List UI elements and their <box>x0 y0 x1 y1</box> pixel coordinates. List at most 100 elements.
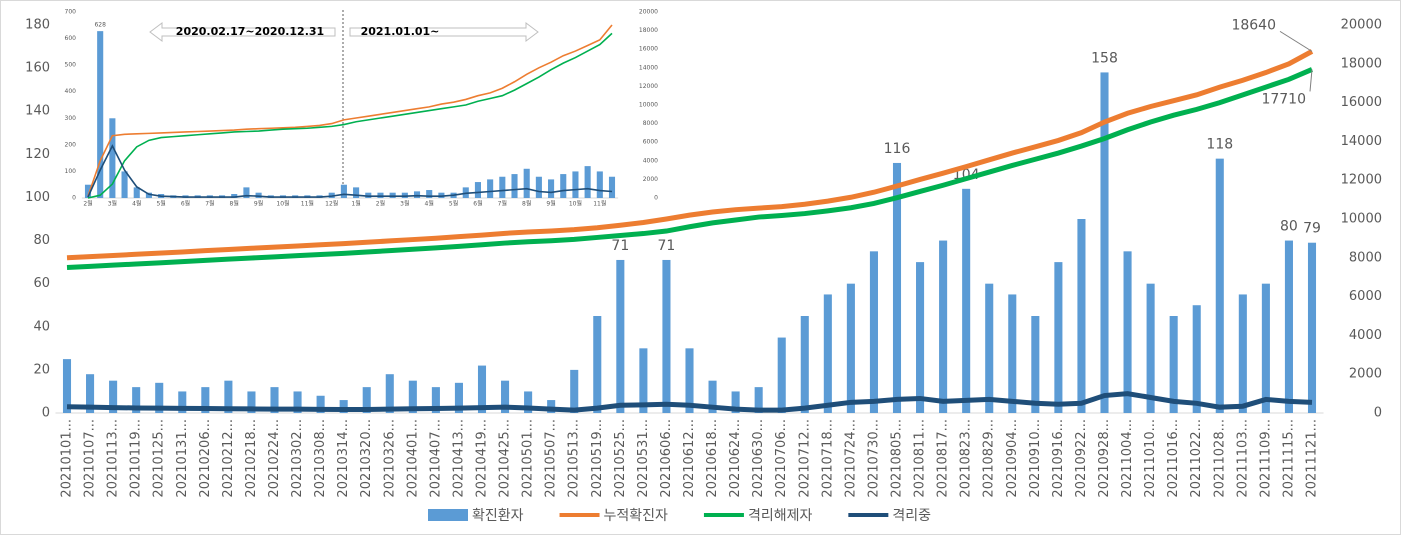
x-tick-label: 20210928... <box>1097 419 1112 498</box>
y2-tick-label: 8000 <box>1349 250 1382 265</box>
legend-label: 격리중 <box>892 508 931 524</box>
line <box>66 67 1313 270</box>
bar <box>474 182 481 198</box>
bar <box>616 259 625 413</box>
y2-tick-label: 16000 <box>639 46 658 53</box>
x-tick-label: 20210519... <box>590 419 605 498</box>
x-tick-label: 11월 <box>301 200 314 208</box>
legend-label: 격리해제자 <box>748 508 813 524</box>
legend-label: 확진환자 <box>472 508 524 524</box>
x-tick-label: 20210314... <box>336 419 351 498</box>
y2-tick-label: 20000 <box>639 9 658 16</box>
bar <box>962 188 971 413</box>
bar <box>869 251 878 413</box>
y2-tick-label: 16000 <box>1341 95 1382 110</box>
bar <box>523 168 530 198</box>
x-tick-label: 20211016... <box>1166 419 1181 498</box>
legend-swatch <box>428 509 468 521</box>
bar <box>596 171 603 198</box>
bar <box>731 391 740 413</box>
y-tick-label: 20 <box>33 362 50 377</box>
x-tick-label: 8월 <box>522 200 531 208</box>
line <box>87 32 613 199</box>
x-tick-label: 20210817... <box>936 419 951 498</box>
bar <box>243 187 250 198</box>
bar <box>754 387 763 413</box>
bar <box>132 387 141 413</box>
x-tick-label: 20210531... <box>636 419 651 498</box>
bar <box>145 192 152 198</box>
x-tick-label: 20210624... <box>728 419 743 498</box>
y-tick-label: 100 <box>25 190 50 205</box>
x-tick-label: 20210712... <box>797 419 812 498</box>
data-label: 158 <box>1091 50 1118 66</box>
x-tick-label: 10월 <box>276 200 289 208</box>
bar <box>340 184 347 198</box>
data-label: 17710 <box>1261 91 1306 107</box>
bar <box>1284 240 1293 413</box>
data-label: 71 <box>658 238 676 254</box>
bar <box>109 380 118 413</box>
line <box>87 144 613 198</box>
bar <box>247 391 256 413</box>
bar <box>608 176 616 198</box>
x-tick-label: 1월 <box>351 200 360 208</box>
y-tick-label: 500 <box>65 62 77 69</box>
x-tick-label: 20211103... <box>1235 419 1250 498</box>
data-label: 80 <box>1280 219 1298 235</box>
y2-tick-label: 4000 <box>1349 328 1382 343</box>
y2-tick-label: 8000 <box>643 120 658 127</box>
bar <box>487 179 494 198</box>
arrow <box>149 22 336 42</box>
data-label: 118 <box>1206 137 1233 153</box>
x-tick-label: 3월 <box>400 200 409 208</box>
bar <box>685 348 694 413</box>
bar <box>1054 262 1063 413</box>
x-tick-label: 9월 <box>254 200 263 208</box>
bar <box>431 387 440 413</box>
x-tick-label: 20210101... <box>60 419 75 498</box>
x-tick-label: 20210308... <box>313 419 328 498</box>
bar <box>939 240 948 413</box>
data-label: 18640 <box>1231 17 1276 33</box>
x-tick-label: 20210525... <box>613 419 628 498</box>
line <box>87 24 613 197</box>
data-label: 116 <box>884 141 911 157</box>
inset-background <box>62 4 614 208</box>
x-tick-label: 20210119... <box>129 419 144 498</box>
bar <box>293 391 302 413</box>
leader-line <box>1309 69 1313 92</box>
x-tick-label: 20210718... <box>820 419 835 498</box>
annotation: 2020.02.17~2020.12.31 <box>176 25 324 38</box>
data-label: 628 <box>94 22 106 29</box>
x-tick-label: 20210823... <box>959 419 974 498</box>
x-tick-label: 9월 <box>546 200 555 208</box>
x-tick-label: 20210107... <box>83 419 98 498</box>
y-tick-label: 600 <box>65 35 77 42</box>
x-tick-label: 7월 <box>498 200 507 208</box>
bar <box>570 369 579 413</box>
bar <box>1146 283 1155 413</box>
x-tick-label: 7월 <box>205 200 214 208</box>
inset-chart: 2020.02.17~2020.12.31 2021.01.01~ 0 100 20… <box>62 4 658 208</box>
y-tick-label: 160 <box>25 61 50 76</box>
bar <box>1192 305 1201 413</box>
y2-tick-label: 2000 <box>1349 367 1382 382</box>
line <box>66 49 1314 261</box>
bar <box>985 283 994 413</box>
y-tick-label: 400 <box>65 88 77 95</box>
y2-tick-label: 2000 <box>643 176 658 183</box>
x-tick-label: 20210811... <box>913 419 928 498</box>
bar <box>1100 72 1109 413</box>
x-tick-label: 20211115... <box>1281 419 1296 498</box>
x-tick-label: 8월 <box>230 200 239 208</box>
bar <box>385 374 394 413</box>
x-tick-label: 3월 <box>108 200 117 208</box>
y-tick-label: 700 <box>65 9 77 16</box>
bar <box>511 174 518 198</box>
x-tick-label: 20210630... <box>751 419 766 498</box>
bar <box>1215 158 1224 413</box>
bar <box>572 171 579 198</box>
x-tick-label: 20210513... <box>567 419 582 498</box>
